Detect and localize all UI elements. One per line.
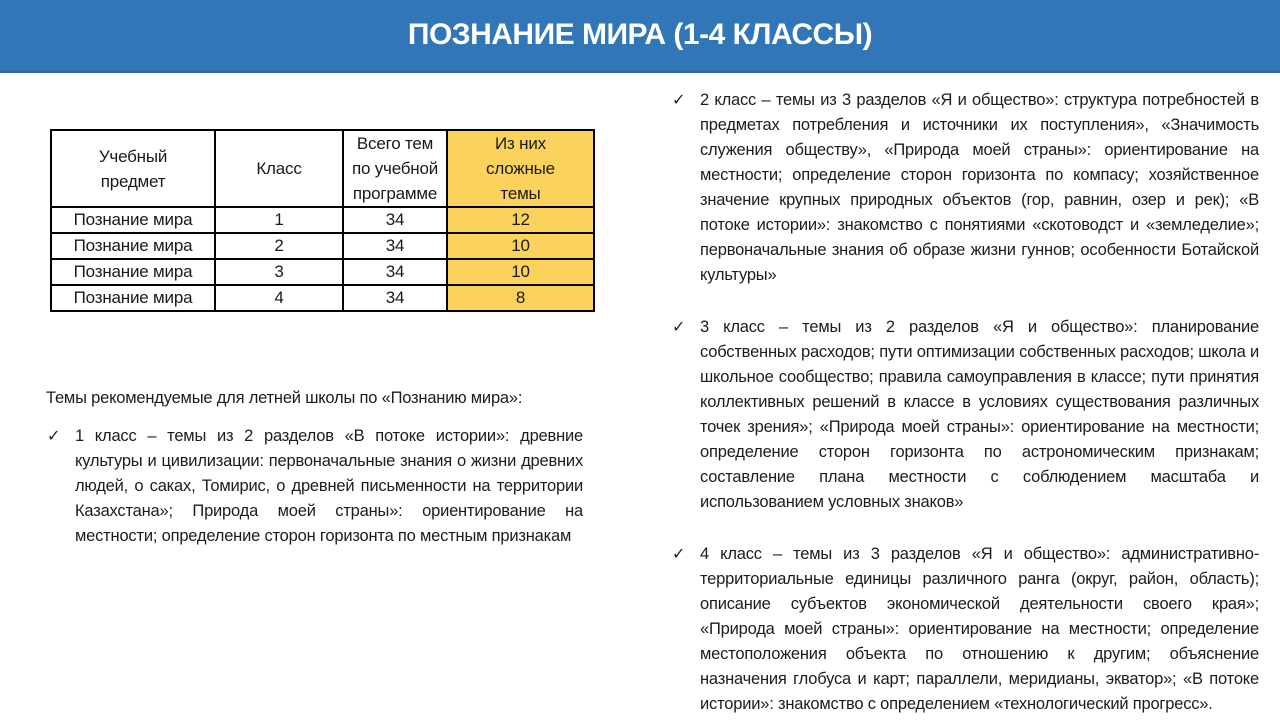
- list-item-grade1: ✓ 1 класс – темы из 2 разделов «В потоке…: [46, 424, 583, 549]
- table-header-row: Учебный предмет Класс Всего тем по учебн…: [50, 129, 595, 208]
- header-cell-grade: Класс: [214, 129, 344, 208]
- list-item-grade4: ✓ 4 класс – темы из 3 разделов «Я и обще…: [671, 542, 1259, 717]
- table-row: Познание мира 1 34 12: [50, 206, 595, 234]
- recommended-topics-intro: Темы рекомендуемые для летней школы по «…: [46, 389, 523, 407]
- list-item-text: 1 класс – темы из 2 разделов «В потоке и…: [75, 427, 583, 545]
- cell-subject: Познание мира: [50, 232, 216, 260]
- left-column: Темы рекомендуемые для летней школы по «…: [46, 386, 583, 549]
- table-row: Познание мира 4 34 8: [50, 284, 595, 312]
- table-row: Познание мира 3 34 10: [50, 258, 595, 286]
- list-item-text: 2 класс – темы из 3 разделов «Я и общест…: [700, 91, 1259, 284]
- page-title: ПОЗНАНИЕ МИРА (1-4 КЛАССЫ): [407, 18, 873, 51]
- cell-complex: 12: [446, 206, 595, 234]
- cell-total: 34: [342, 284, 448, 312]
- right-column: ✓ 2 класс – темы из 3 разделов «Я и обще…: [671, 88, 1259, 717]
- list-item-text: 4 класс – темы из 3 разделов «Я и общест…: [700, 545, 1259, 713]
- check-icon: ✓: [672, 319, 686, 336]
- topics-table: Учебный предмет Класс Всего тем по учебн…: [50, 129, 595, 312]
- cell-subject: Познание мира: [50, 206, 216, 234]
- cell-grade: 3: [214, 258, 344, 286]
- check-icon: ✓: [672, 92, 686, 109]
- list-item-grade2: ✓ 2 класс – темы из 3 разделов «Я и обще…: [671, 88, 1259, 288]
- check-icon: ✓: [47, 428, 61, 445]
- check-icon: ✓: [672, 546, 686, 563]
- cell-total: 34: [342, 232, 448, 260]
- cell-complex: 10: [446, 232, 595, 260]
- header-cell-total: Всего тем по учебной программе: [342, 129, 448, 208]
- list-item-text: 3 класс – темы из 2 разделов «Я и общест…: [700, 318, 1259, 511]
- cell-total: 34: [342, 206, 448, 234]
- cell-grade: 2: [214, 232, 344, 260]
- cell-subject: Познание мира: [50, 284, 216, 312]
- cell-grade: 4: [214, 284, 344, 312]
- cell-subject: Познание мира: [50, 258, 216, 286]
- list-item-grade3: ✓ 3 класс – темы из 2 разделов «Я и обще…: [671, 315, 1259, 515]
- header-cell-complex: Из них сложные темы: [446, 129, 595, 208]
- cell-complex: 8: [446, 284, 595, 312]
- cell-total: 34: [342, 258, 448, 286]
- cell-complex: 10: [446, 258, 595, 286]
- title-banner: ПОЗНАНИЕ МИРА (1-4 КЛАССЫ): [0, 0, 1280, 73]
- table-row: Познание мира 2 34 10: [50, 232, 595, 260]
- cell-grade: 1: [214, 206, 344, 234]
- header-cell-subject: Учебный предмет: [50, 129, 216, 208]
